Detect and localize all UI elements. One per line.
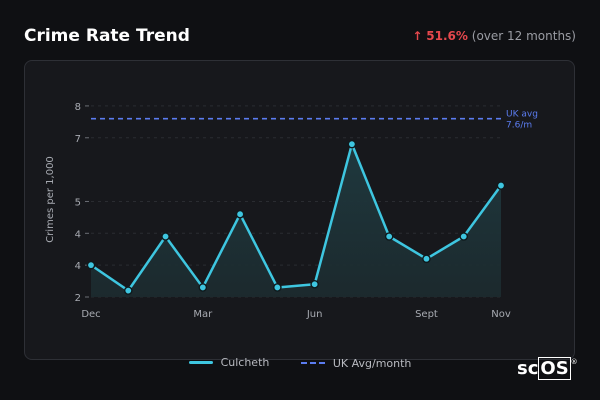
y-tick-label: 8 <box>75 102 81 113</box>
change-indicator: ↑ 51.6% (over 12 months) <box>412 29 576 43</box>
x-tick-label: Sept <box>415 309 438 320</box>
data-point-culcheth <box>496 181 506 190</box>
y-axis-label: Crimes per 1,000 <box>45 156 56 243</box>
x-tick-label: Dec <box>81 309 100 320</box>
x-tick-label: Mar <box>193 309 213 320</box>
logo-boxed-text: OS <box>538 357 571 380</box>
data-point-culcheth <box>235 209 245 219</box>
series-line-culcheth <box>90 142 503 292</box>
y-tick-label: 5 <box>75 197 81 208</box>
data-point-culcheth <box>347 139 357 149</box>
y-tick-label: 7 <box>75 134 81 145</box>
logo-registered-mark: ® <box>570 358 578 366</box>
change-arrow: ↑ <box>412 29 423 43</box>
data-point-culcheth <box>310 279 319 289</box>
data-point-culcheth <box>161 232 170 241</box>
data-point-culcheth <box>384 232 394 241</box>
x-tick-label: Nov <box>491 309 511 320</box>
series-area-culcheth <box>91 144 501 297</box>
data-point-culcheth <box>86 260 96 270</box>
uk-avg-annotation-line1: UK avg <box>506 110 538 120</box>
y-tick-label: 2 <box>75 293 81 304</box>
y-tick-label: 4 <box>75 261 81 272</box>
x-tick-label: Jun <box>306 309 323 320</box>
change-period: (over 12 months) <box>471 29 576 43</box>
legend-swatch-uk-avg <box>300 362 325 364</box>
change-value: 51.6% <box>426 29 468 43</box>
legend-label-uk-avg: UK Avg/month <box>332 356 412 370</box>
legend-swatch-culcheth <box>188 361 213 364</box>
legend-item-culcheth[interactable]: Culcheth <box>188 356 270 369</box>
uk-avg-annotation-line2: 7.6/m <box>506 121 532 131</box>
y-tick-label: 4 <box>75 229 81 240</box>
legend-label-culcheth: Culcheth <box>220 356 270 369</box>
data-point-culcheth <box>273 283 282 292</box>
chart-legend: Culcheth UK Avg/month <box>0 354 600 370</box>
scos-logo: sc OS ® <box>517 357 578 380</box>
data-point-culcheth <box>459 232 469 241</box>
data-point-culcheth <box>198 283 208 292</box>
logo-text: sc <box>517 358 539 379</box>
data-point-culcheth <box>123 286 133 295</box>
legend-item-uk-avg[interactable]: UK Avg/month <box>300 356 412 370</box>
data-point-culcheth <box>422 254 431 264</box>
chart-title: Crime Rate Trend <box>24 26 190 46</box>
